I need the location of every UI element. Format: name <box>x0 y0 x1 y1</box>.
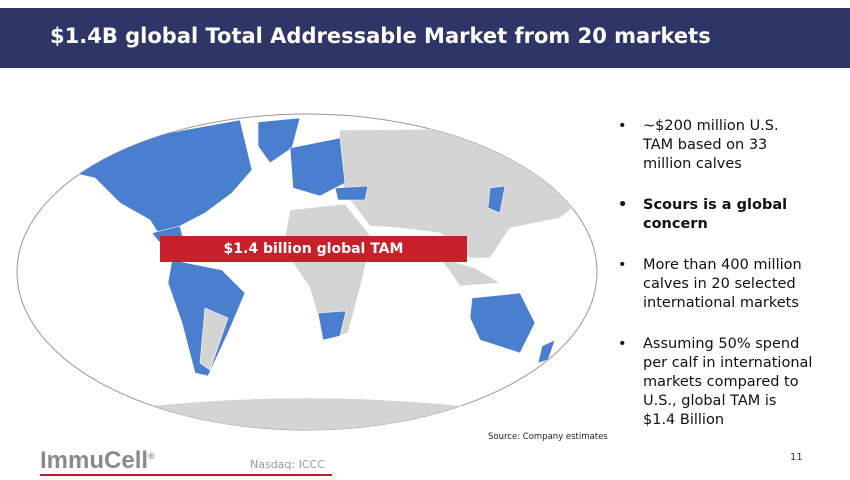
bullet-list: ~$200 million U.S. TAM based on 33 milli… <box>618 117 818 452</box>
footer-rule <box>40 474 332 476</box>
logo-text: ImmuCell <box>40 447 149 474</box>
header-bar: $1.4B global Total Addressable Market fr… <box>0 8 850 68</box>
logo-mark: ® <box>148 451 155 461</box>
map-banner: $1.4 billion global TAM <box>160 236 467 262</box>
bullet: Assuming 50% spend per calf in internati… <box>618 335 813 430</box>
page-number: 11 <box>790 452 803 463</box>
bullet: More than 400 million calves in 20 selec… <box>618 256 813 313</box>
bullet: ~$200 million U.S. TAM based on 33 milli… <box>618 117 813 174</box>
bullet: Scours is a global concern <box>618 196 813 234</box>
world-map <box>16 113 598 431</box>
source-note: Source: Company estimates <box>488 432 608 442</box>
slide-title: $1.4B global Total Addressable Market fr… <box>50 24 711 48</box>
ticker: Nasdaq: ICCC <box>250 458 325 471</box>
logo: ImmuCell® <box>40 447 155 475</box>
